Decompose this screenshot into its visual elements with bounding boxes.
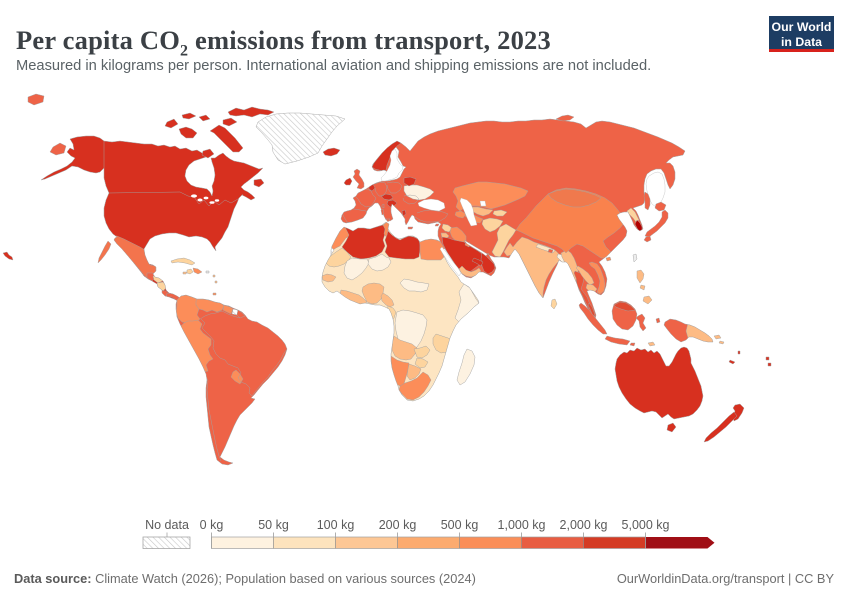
svg-text:No data: No data bbox=[145, 518, 189, 532]
svg-text:1,000 kg: 1,000 kg bbox=[498, 518, 546, 532]
svg-text:50 kg: 50 kg bbox=[258, 518, 289, 532]
svg-text:100 kg: 100 kg bbox=[317, 518, 355, 532]
svg-text:5,000 kg: 5,000 kg bbox=[622, 518, 670, 532]
svg-text:200 kg: 200 kg bbox=[379, 518, 417, 532]
svg-text:500 kg: 500 kg bbox=[441, 518, 479, 532]
svg-text:0 kg: 0 kg bbox=[200, 518, 224, 532]
svg-text:2,000 kg: 2,000 kg bbox=[560, 518, 608, 532]
